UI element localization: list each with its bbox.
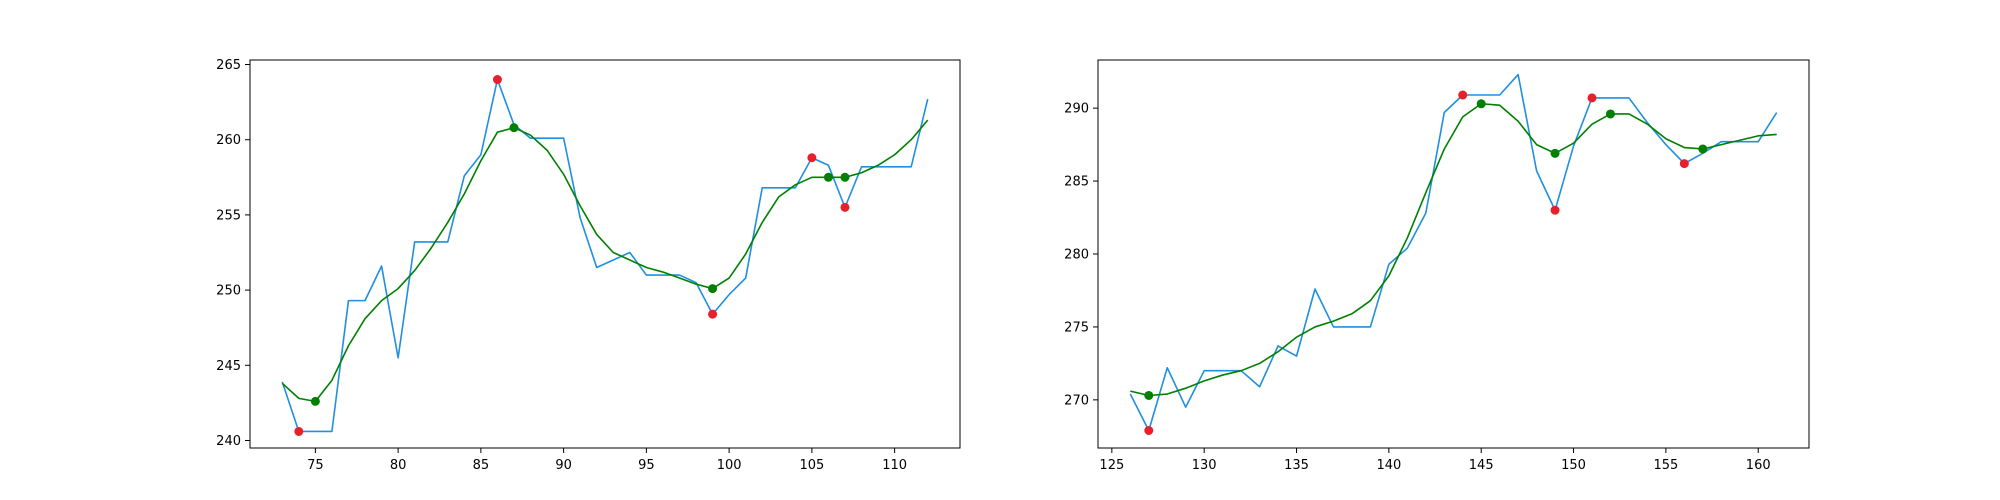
y-tick-label: 250 [216,284,241,299]
y-tick-label: 245 [216,359,241,374]
x-tick-label: 85 [473,458,490,473]
x-tick-label: 150 [1561,458,1586,473]
smoothed-extremum-point [1605,109,1615,119]
smoothed-extremum-point [509,123,519,133]
smoothed-extremum-point [1144,390,1154,400]
x-tick-label: 135 [1284,458,1309,473]
y-tick-label: 270 [1064,393,1089,408]
raw-extremum-point [1458,90,1468,100]
y-tick-label: 240 [216,434,241,449]
smoothed-series-line [281,119,929,403]
axes-frame [1097,59,1810,449]
x-tick-label: 80 [390,458,407,473]
x-tick-label: 130 [1192,458,1217,473]
smoothed-extremum-point [1698,144,1708,154]
x-tick-label: 145 [1469,458,1494,473]
raw-extremum-point [492,75,502,85]
raw-extremum-point [294,426,304,436]
y-tick-label: 265 [216,58,241,73]
smoothed-extremum-point [1476,99,1486,109]
raw-extremum-point [708,309,718,319]
raw-series-line [281,78,929,433]
smoothed-series-line [1130,102,1777,397]
y-tick-label: 260 [216,133,241,148]
x-tick-label: 155 [1653,458,1678,473]
raw-extremum-point [1144,425,1154,435]
y-tick-label: 280 [1064,248,1089,263]
y-tick-label: 255 [216,208,241,223]
x-tick-label: 100 [717,458,742,473]
y-tick-label: 285 [1064,175,1089,190]
x-tick-label: 125 [1099,458,1124,473]
x-tick-label: 110 [882,458,907,473]
left-chart: 75 80 85 90 95 100 105 110 240 245 250 255 260 265 [216,58,961,473]
x-tick-label: 90 [555,458,572,473]
raw-extremum-point [807,153,817,163]
x-tick-label: 140 [1376,458,1401,473]
smoothed-extremum-point [708,284,718,294]
x-tick-label: 160 [1746,458,1771,473]
x-tick-label: 75 [307,458,324,473]
x-tick-label: 105 [799,458,824,473]
smoothed-extremum-point [840,172,850,182]
raw-extremum-point [1587,93,1597,103]
raw-extremum-point [1550,205,1560,215]
raw-extremum-point [840,202,850,212]
smoothed-extremum-point [823,172,833,182]
y-tick-label: 290 [1064,102,1089,117]
smoothed-extremum-point [310,396,320,406]
smoothed-extremum-point [1550,148,1560,158]
axes-frame [249,59,961,449]
y-tick-label: 275 [1064,320,1089,335]
raw-extremum-point [1679,159,1689,169]
right-chart: 125 130 135 140 145 150 155 160 270 275 280 285 290 [1064,59,1810,473]
x-tick-label: 95 [638,458,655,473]
